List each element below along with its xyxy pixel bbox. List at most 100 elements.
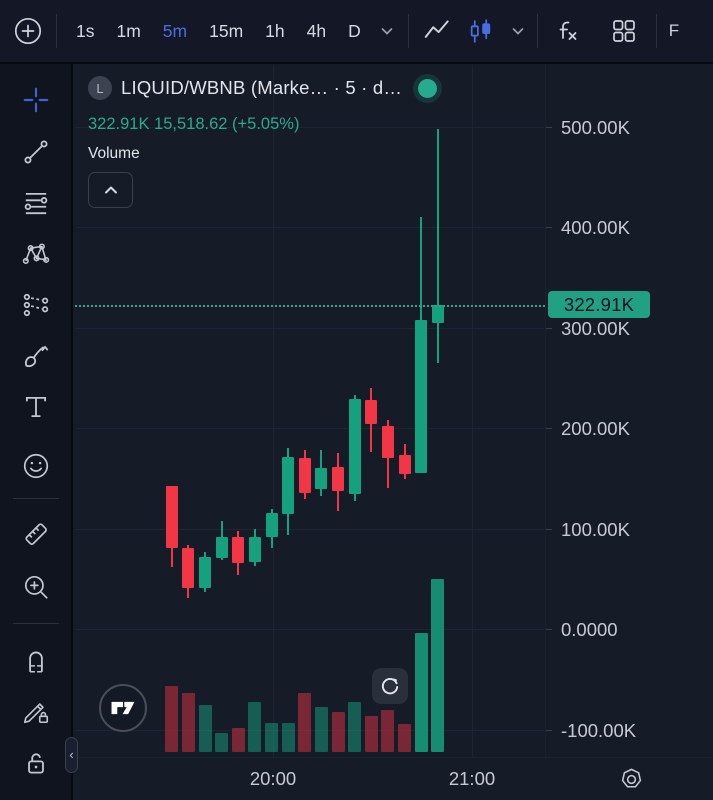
price-axis-label: 100.00K bbox=[561, 518, 630, 540]
volume-bar bbox=[181, 693, 195, 752]
symbol-logo-badge: L bbox=[88, 76, 112, 100]
price-axis-tick bbox=[546, 327, 552, 329]
trend-line-tool[interactable] bbox=[14, 132, 58, 172]
reload-chart-button[interactable] bbox=[372, 668, 408, 704]
top-toolbar: 1s 1m 5m 15m 1h 4h D bbox=[0, 0, 713, 64]
volume-bar bbox=[381, 710, 395, 752]
horizontal-gridline bbox=[75, 428, 545, 430]
timeframe-group: 1s 1m 5m 15m 1h 4h D bbox=[65, 0, 372, 62]
lock-all-tool[interactable] bbox=[14, 743, 58, 783]
volume-bar bbox=[348, 701, 362, 752]
price-axis-label: 500.00K bbox=[561, 116, 630, 138]
price-axis-label: 300.00K bbox=[561, 317, 630, 339]
candles-icon bbox=[471, 18, 491, 43]
candle-body[interactable] bbox=[365, 400, 378, 425]
sidebar-collapse-handle[interactable]: ‹ bbox=[65, 737, 78, 773]
candle-body[interactable] bbox=[215, 536, 228, 558]
layout-grid-icon bbox=[612, 20, 635, 42]
horizontal-gridline bbox=[75, 528, 545, 530]
timeframe-4h-button[interactable]: 4h bbox=[296, 9, 337, 53]
price-axis[interactable]: 322.91K 500.00K 400.00K 300.00K 200.00K 100.… bbox=[545, 64, 713, 757]
candle-body[interactable] bbox=[232, 536, 245, 563]
clipped-toolbar-label: F bbox=[668, 21, 679, 40]
candle-body[interactable] bbox=[415, 319, 428, 473]
vertical-gridline bbox=[472, 65, 473, 757]
add-symbol-button[interactable] bbox=[6, 9, 50, 53]
horizontal-gridline bbox=[75, 729, 545, 731]
candle-body[interactable] bbox=[315, 468, 328, 489]
symbol-legend: L LIQUID/WBNB (Marke… · 5 · d… 322.91K 1… bbox=[88, 76, 438, 208]
time-axis-label: 20:00 bbox=[249, 768, 297, 789]
text-tool-tool[interactable] bbox=[14, 387, 58, 427]
price-axis-label: -100.00K bbox=[561, 719, 637, 741]
candle-body[interactable] bbox=[332, 467, 345, 491]
candle-body[interactable] bbox=[165, 485, 178, 548]
legend-collapse-button[interactable] bbox=[88, 172, 133, 208]
brush-tool[interactable] bbox=[14, 336, 58, 376]
price-axis-tick bbox=[546, 428, 552, 430]
volume-bar bbox=[298, 693, 312, 752]
layout-grid-button[interactable] bbox=[602, 9, 646, 53]
timeframe-menu-button[interactable] bbox=[372, 9, 402, 53]
price-axis-label: 200.00K bbox=[561, 418, 630, 440]
candle-chart-type-button[interactable] bbox=[459, 9, 503, 53]
candle-body[interactable] bbox=[398, 455, 411, 474]
price-axis-tick bbox=[546, 729, 552, 731]
candle-body[interactable] bbox=[431, 304, 444, 323]
tradingview-logo[interactable] bbox=[99, 684, 147, 732]
candle-body[interactable] bbox=[282, 457, 295, 514]
timeframe-1m-button[interactable]: 1m bbox=[105, 9, 151, 53]
timeframe-15m-button[interactable]: 15m bbox=[198, 9, 254, 53]
settings-gear-icon bbox=[621, 768, 641, 788]
chevron-down-icon bbox=[512, 28, 524, 35]
xabcd-pattern-icon bbox=[22, 243, 50, 265]
brush-icon bbox=[24, 345, 49, 368]
indicators-button[interactable] bbox=[546, 9, 590, 53]
price-axis-tick bbox=[546, 227, 552, 229]
volume-bar bbox=[331, 712, 345, 752]
vertical-gridline bbox=[273, 65, 274, 757]
volume-bar bbox=[414, 632, 428, 752]
symbol-title[interactable]: LIQUID/WBNB (Marke… · 5 · d… bbox=[121, 77, 403, 98]
magnet-tool[interactable] bbox=[14, 641, 58, 681]
timeframe-d-button[interactable]: D bbox=[337, 9, 372, 53]
time-axis-label: 21:00 bbox=[448, 768, 496, 789]
ruler-icon bbox=[25, 523, 47, 545]
timeframe-1h-button[interactable]: 1h bbox=[254, 9, 295, 53]
symbol-row[interactable]: L LIQUID/WBNB (Marke… · 5 · d… bbox=[88, 76, 438, 100]
trend-line-icon bbox=[24, 140, 48, 164]
crosshair-tool[interactable] bbox=[14, 80, 58, 120]
emoji-tool[interactable] bbox=[14, 446, 58, 486]
chart-type-menu-button[interactable] bbox=[503, 9, 533, 53]
candle-body[interactable] bbox=[248, 536, 261, 562]
candle-body[interactable] bbox=[348, 399, 361, 494]
timeframe-5m-button[interactable]: 5m bbox=[152, 9, 198, 53]
last-price-label: 322.91K bbox=[548, 291, 650, 319]
chart-settings-button[interactable] bbox=[613, 762, 649, 796]
candle-body[interactable] bbox=[199, 556, 212, 588]
tradingview-logo-icon bbox=[111, 701, 135, 715]
candle-body[interactable] bbox=[381, 426, 394, 459]
candle-body[interactable] bbox=[298, 458, 311, 493]
price-axis-tick bbox=[546, 528, 552, 530]
horizontal-gridline bbox=[75, 629, 545, 631]
candle-body[interactable] bbox=[182, 547, 195, 588]
emoji-icon bbox=[23, 453, 49, 479]
drawing-lock-tool[interactable] bbox=[14, 691, 58, 731]
horizontal-gridline bbox=[75, 327, 545, 329]
volume-bar bbox=[364, 715, 378, 752]
forecast-tool[interactable] bbox=[14, 285, 58, 325]
xabcd-pattern-tool[interactable] bbox=[14, 234, 58, 274]
line-chart-type-button[interactable] bbox=[415, 9, 459, 53]
fib-retracement-tool[interactable] bbox=[14, 183, 58, 223]
ruler-tool[interactable] bbox=[14, 514, 58, 554]
zoom-in-tool[interactable] bbox=[14, 567, 58, 607]
ohlc-values: 322.91K 15,518.62 (+5.05%) bbox=[88, 115, 300, 133]
volume-indicator-label[interactable]: Volume bbox=[88, 145, 140, 162]
time-axis[interactable]: 20:00 21:00 bbox=[73, 757, 713, 800]
timeframe-1s-button[interactable]: 1s bbox=[65, 9, 105, 53]
drawing-lock-icon bbox=[23, 703, 49, 724]
candle-body[interactable] bbox=[265, 512, 278, 537]
toolbar-divider bbox=[56, 14, 57, 48]
